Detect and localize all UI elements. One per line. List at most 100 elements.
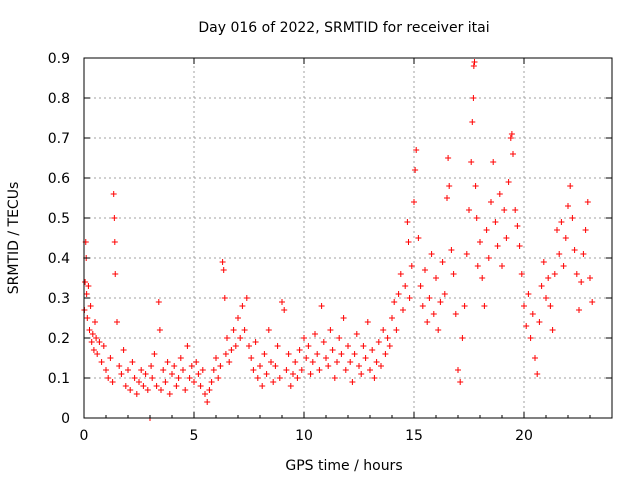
x-axis-label: GPS time / hours bbox=[285, 458, 402, 474]
data-point bbox=[463, 251, 470, 257]
data-point bbox=[109, 379, 116, 385]
data-point bbox=[224, 335, 230, 341]
data-point bbox=[186, 375, 193, 381]
data-point bbox=[405, 239, 412, 245]
data-point bbox=[479, 275, 486, 281]
data-point bbox=[389, 315, 395, 321]
data-point bbox=[547, 303, 554, 309]
data-point bbox=[578, 279, 585, 285]
data-point bbox=[259, 383, 266, 389]
data-point bbox=[296, 347, 303, 353]
data-point bbox=[294, 375, 301, 381]
y-tick-label: 0.1 bbox=[48, 371, 70, 387]
data-point bbox=[252, 339, 259, 345]
data-point bbox=[580, 251, 587, 257]
data-point bbox=[239, 303, 246, 309]
data-point bbox=[540, 259, 547, 265]
data-point bbox=[391, 299, 398, 305]
data-point bbox=[362, 355, 369, 361]
x-tick-label: 20 bbox=[515, 428, 533, 444]
data-point bbox=[469, 119, 476, 125]
data-point bbox=[184, 343, 191, 349]
data-point bbox=[345, 343, 351, 349]
data-point bbox=[228, 347, 235, 353]
data-point bbox=[558, 219, 565, 225]
data-point bbox=[446, 183, 453, 189]
data-point bbox=[136, 379, 142, 385]
data-point bbox=[538, 283, 545, 289]
data-point bbox=[488, 199, 494, 205]
data-point bbox=[397, 271, 404, 277]
data-point bbox=[378, 363, 384, 369]
data-point bbox=[142, 371, 149, 377]
data-point bbox=[582, 227, 589, 233]
data-point bbox=[215, 375, 222, 381]
data-point bbox=[521, 303, 527, 309]
data-point bbox=[477, 239, 483, 245]
axis-ticks bbox=[83, 57, 612, 419]
data-point bbox=[468, 159, 475, 165]
data-point bbox=[426, 295, 433, 301]
data-point bbox=[290, 371, 296, 377]
data-point bbox=[516, 243, 523, 249]
data-point bbox=[523, 323, 530, 329]
data-point bbox=[347, 359, 354, 365]
data-point bbox=[466, 207, 472, 213]
data-point bbox=[448, 247, 455, 253]
data-point bbox=[351, 351, 358, 357]
y-tick-label: 0.7 bbox=[48, 131, 70, 147]
data-point bbox=[567, 183, 574, 189]
data-point bbox=[103, 367, 109, 373]
x-tick-label: 5 bbox=[190, 428, 199, 444]
data-point bbox=[279, 299, 285, 305]
data-point bbox=[270, 379, 277, 385]
data-point bbox=[369, 347, 376, 353]
data-point bbox=[160, 367, 167, 373]
data-point bbox=[111, 239, 118, 245]
data-point bbox=[501, 207, 508, 213]
data-point bbox=[406, 295, 413, 301]
data-point bbox=[481, 303, 488, 309]
data-point bbox=[492, 219, 499, 225]
y-tick-label: 0.2 bbox=[48, 331, 70, 347]
data-point bbox=[565, 203, 571, 209]
data-points bbox=[81, 59, 596, 421]
data-point bbox=[177, 355, 184, 361]
data-point bbox=[380, 327, 387, 333]
data-point bbox=[360, 343, 367, 349]
data-point bbox=[494, 243, 501, 249]
data-point bbox=[169, 371, 175, 377]
data-point bbox=[457, 379, 464, 385]
data-point bbox=[395, 291, 402, 297]
data-point bbox=[298, 367, 305, 373]
data-point bbox=[274, 343, 281, 349]
data-point bbox=[514, 223, 521, 229]
data-point bbox=[243, 295, 250, 301]
data-point bbox=[140, 383, 147, 389]
data-point bbox=[98, 359, 105, 365]
y-tick-labels: 0 0.1 0.2 0.3 0.4 0.5 0.6 0.7 0.8 0.9 bbox=[48, 51, 70, 427]
data-point bbox=[193, 359, 200, 365]
data-point bbox=[92, 319, 98, 325]
data-point bbox=[428, 251, 435, 257]
data-point bbox=[373, 359, 380, 365]
data-point bbox=[171, 363, 178, 369]
data-point bbox=[382, 351, 389, 357]
data-point bbox=[325, 363, 332, 369]
data-point bbox=[90, 347, 97, 353]
data-point bbox=[305, 343, 312, 349]
data-point bbox=[507, 135, 514, 141]
data-point bbox=[82, 279, 89, 285]
data-point bbox=[131, 375, 138, 381]
data-point bbox=[320, 339, 327, 345]
data-point bbox=[496, 191, 503, 197]
data-point bbox=[127, 387, 134, 393]
data-point bbox=[402, 283, 409, 289]
data-point bbox=[441, 291, 448, 297]
data-point bbox=[473, 215, 480, 221]
data-point bbox=[94, 351, 101, 357]
data-point bbox=[162, 379, 169, 385]
data-point bbox=[195, 371, 202, 377]
data-point bbox=[417, 283, 424, 289]
x-tick-label: 0 bbox=[80, 428, 89, 444]
